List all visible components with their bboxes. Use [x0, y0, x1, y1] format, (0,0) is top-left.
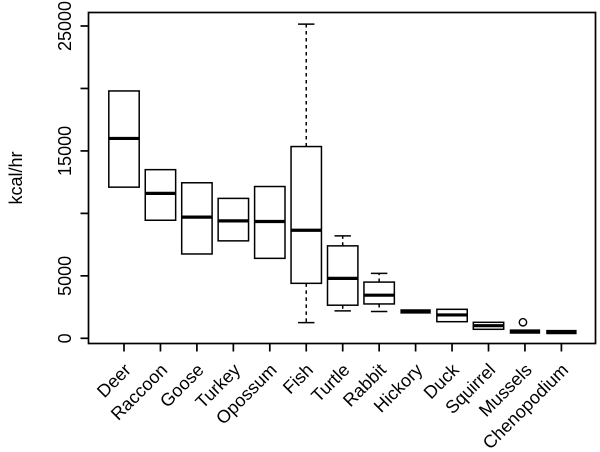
chart-generated-layer: 050001500025000DeerRaccoonGooseTurkeyOpo… — [55, 1, 597, 452]
y-tick-label-15000: 15000 — [55, 126, 75, 176]
y-axis-title: kcal/hr — [6, 151, 26, 204]
y-tick-label-0: 0 — [55, 333, 75, 343]
box-mussels-outlier-0 — [518, 317, 528, 327]
box-turtle-iqr — [326, 245, 359, 306]
y-tick-label-25000: 25000 — [55, 1, 75, 51]
y-tick-label-5000: 5000 — [55, 256, 75, 296]
box-fish-iqr — [290, 145, 323, 285]
box-rabbit-iqr — [363, 281, 396, 305]
